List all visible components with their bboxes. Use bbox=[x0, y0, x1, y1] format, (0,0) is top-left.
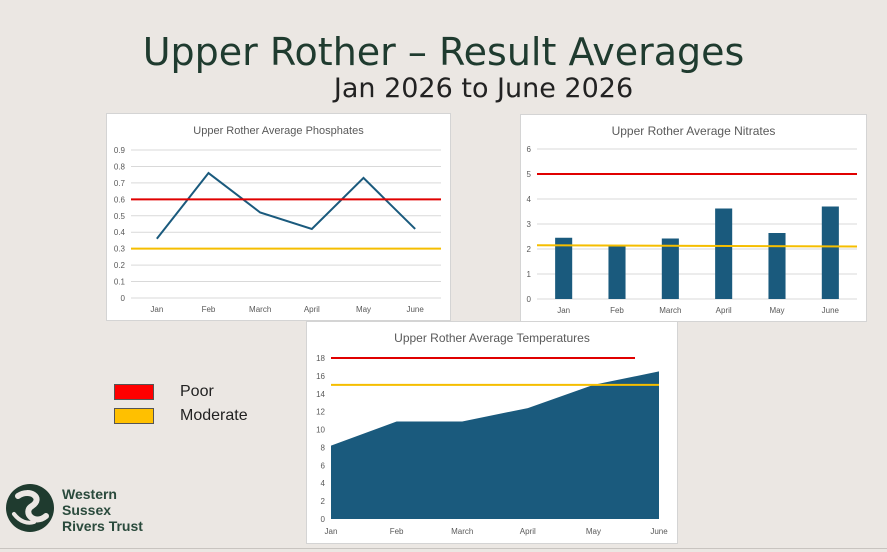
y-tick-label: 0 bbox=[121, 294, 126, 303]
x-tick-label: June bbox=[822, 306, 840, 315]
legend-label-poor: Poor bbox=[180, 383, 214, 400]
y-tick-label: 3 bbox=[527, 220, 532, 229]
x-tick-label: June bbox=[650, 527, 668, 536]
y-tick-label: 0.8 bbox=[114, 162, 126, 171]
x-tick-label: Feb bbox=[390, 527, 404, 536]
y-tick-label: 12 bbox=[316, 408, 325, 417]
phosphates-chart: Upper Rother Average Phosphates 0 0.1 0.2 0.… bbox=[114, 125, 441, 314]
x-tick-label: April bbox=[716, 306, 732, 315]
x-tick-label: May bbox=[356, 305, 371, 314]
x-tick-label: Jan bbox=[150, 305, 163, 314]
y-tick-label: 4 bbox=[321, 479, 326, 488]
y-tick-label: 0.9 bbox=[114, 146, 126, 155]
logo-text-line3: Rivers Trust bbox=[62, 518, 143, 534]
legend-item-poor: Poor bbox=[114, 383, 214, 401]
y-tick-label: 6 bbox=[321, 461, 326, 470]
x-tick-label: Jan bbox=[557, 306, 570, 315]
legend-swatch-moderate bbox=[114, 408, 154, 424]
x-tick-label: Feb bbox=[610, 306, 624, 315]
y-tick-label: 14 bbox=[316, 390, 325, 399]
x-tick-label: Feb bbox=[202, 305, 216, 314]
slide-footer-rule bbox=[0, 548, 887, 549]
y-tick-label: 10 bbox=[316, 426, 325, 435]
moderate-threshold-line bbox=[536, 244, 858, 248]
slide-subtitle: Jan 2026 to June 2026 bbox=[333, 73, 634, 104]
x-tick-label: June bbox=[406, 305, 424, 314]
y-tick-label: 1 bbox=[527, 270, 532, 279]
y-tick-label: 6 bbox=[527, 145, 532, 154]
chart-title: Upper Rother Average Temperatures bbox=[394, 331, 590, 345]
y-tick-label: 0.7 bbox=[114, 179, 126, 188]
x-tick-label: May bbox=[586, 527, 601, 536]
y-tick-label: 0.5 bbox=[114, 212, 126, 221]
y-tick-label: 0.1 bbox=[114, 278, 126, 287]
y-tick-label: 0.3 bbox=[114, 245, 126, 254]
y-tick-label: 16 bbox=[316, 372, 325, 381]
chart-title: Upper Rother Average Phosphates bbox=[193, 125, 364, 137]
nitrates-chart: Upper Rother Average Nitrates 0 1 2 3 4 5 6 Jan F… bbox=[527, 124, 858, 315]
y-tick-label: 8 bbox=[321, 443, 326, 452]
western-sussex-rivers-trust-logo: Western Sussex Rivers Trust bbox=[4, 482, 144, 538]
temperatures-chart: Upper Rother Average Temperatures 0 2 4 6 8 10… bbox=[316, 331, 668, 536]
slide-title: Upper Rother – Result Averages bbox=[142, 30, 745, 74]
y-tick-label: 2 bbox=[321, 497, 326, 506]
bar bbox=[821, 206, 839, 299]
logo-text-line1: Western bbox=[62, 486, 117, 502]
y-tick-label: 0 bbox=[321, 515, 326, 524]
x-tick-label: March bbox=[451, 527, 473, 536]
bar bbox=[715, 208, 733, 299]
y-tick-label: 18 bbox=[316, 354, 325, 363]
x-tick-label: March bbox=[659, 306, 681, 315]
y-tick-label: 2 bbox=[527, 245, 532, 254]
y-tick-label: 4 bbox=[527, 195, 532, 204]
x-tick-label: Jan bbox=[325, 527, 338, 536]
bar bbox=[661, 238, 679, 299]
bar bbox=[608, 246, 626, 299]
y-tick-label: 0.6 bbox=[114, 195, 126, 204]
bar bbox=[555, 237, 573, 299]
legend-item-moderate: Moderate bbox=[114, 407, 248, 425]
x-tick-label: April bbox=[304, 305, 320, 314]
series-area bbox=[331, 371, 659, 519]
chart-title: Upper Rother Average Nitrates bbox=[612, 124, 776, 138]
series-line bbox=[156, 171, 416, 240]
river-logo-icon bbox=[6, 484, 54, 532]
logo-text-line2: Sussex bbox=[62, 502, 112, 518]
x-tick-label: May bbox=[769, 306, 784, 315]
nitrates-chart-panel: Upper Rother Average Nitrates 0 1 2 3 4 5 6 Jan F… bbox=[520, 114, 867, 322]
legend-label-moderate: Moderate bbox=[180, 407, 248, 424]
bar bbox=[768, 233, 786, 299]
legend-swatch-poor bbox=[114, 384, 154, 400]
y-tick-label: 0.2 bbox=[114, 261, 126, 270]
y-tick-label: 0.4 bbox=[114, 228, 126, 237]
x-tick-label: March bbox=[249, 305, 271, 314]
temperatures-chart-panel: Upper Rother Average Temperatures 0 2 4 6 8 10… bbox=[306, 321, 678, 544]
y-tick-label: 5 bbox=[527, 170, 532, 179]
y-tick-label: 0 bbox=[527, 295, 532, 304]
x-tick-label: April bbox=[520, 527, 536, 536]
phosphates-chart-panel: Upper Rother Average Phosphates 0 0.1 0.2 0.… bbox=[106, 113, 451, 321]
